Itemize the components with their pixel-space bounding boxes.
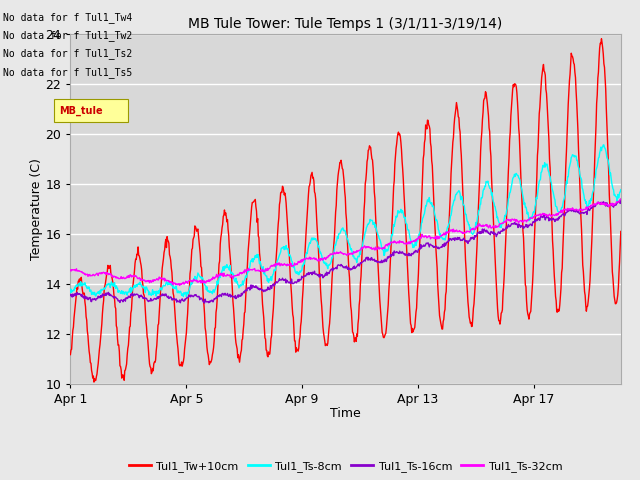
Text: No data for f Tul1_Tw4: No data for f Tul1_Tw4 <box>3 12 132 23</box>
Text: No data for f Tul1_Ts2: No data for f Tul1_Ts2 <box>3 48 132 60</box>
Title: MB Tule Tower: Tule Temps 1 (3/1/11-3/19/14): MB Tule Tower: Tule Temps 1 (3/1/11-3/19… <box>188 17 503 31</box>
X-axis label: Time: Time <box>330 408 361 420</box>
Y-axis label: Temperature (C): Temperature (C) <box>29 158 43 260</box>
Text: MB_tule: MB_tule <box>60 106 103 116</box>
Text: No data for f Tul1_Tw2: No data for f Tul1_Tw2 <box>3 30 132 41</box>
Text: No data for f Tul1_Ts5: No data for f Tul1_Ts5 <box>3 67 132 78</box>
Legend: Tul1_Tw+10cm, Tul1_Ts-8cm, Tul1_Ts-16cm, Tul1_Ts-32cm: Tul1_Tw+10cm, Tul1_Ts-8cm, Tul1_Ts-16cm,… <box>124 457 567 477</box>
